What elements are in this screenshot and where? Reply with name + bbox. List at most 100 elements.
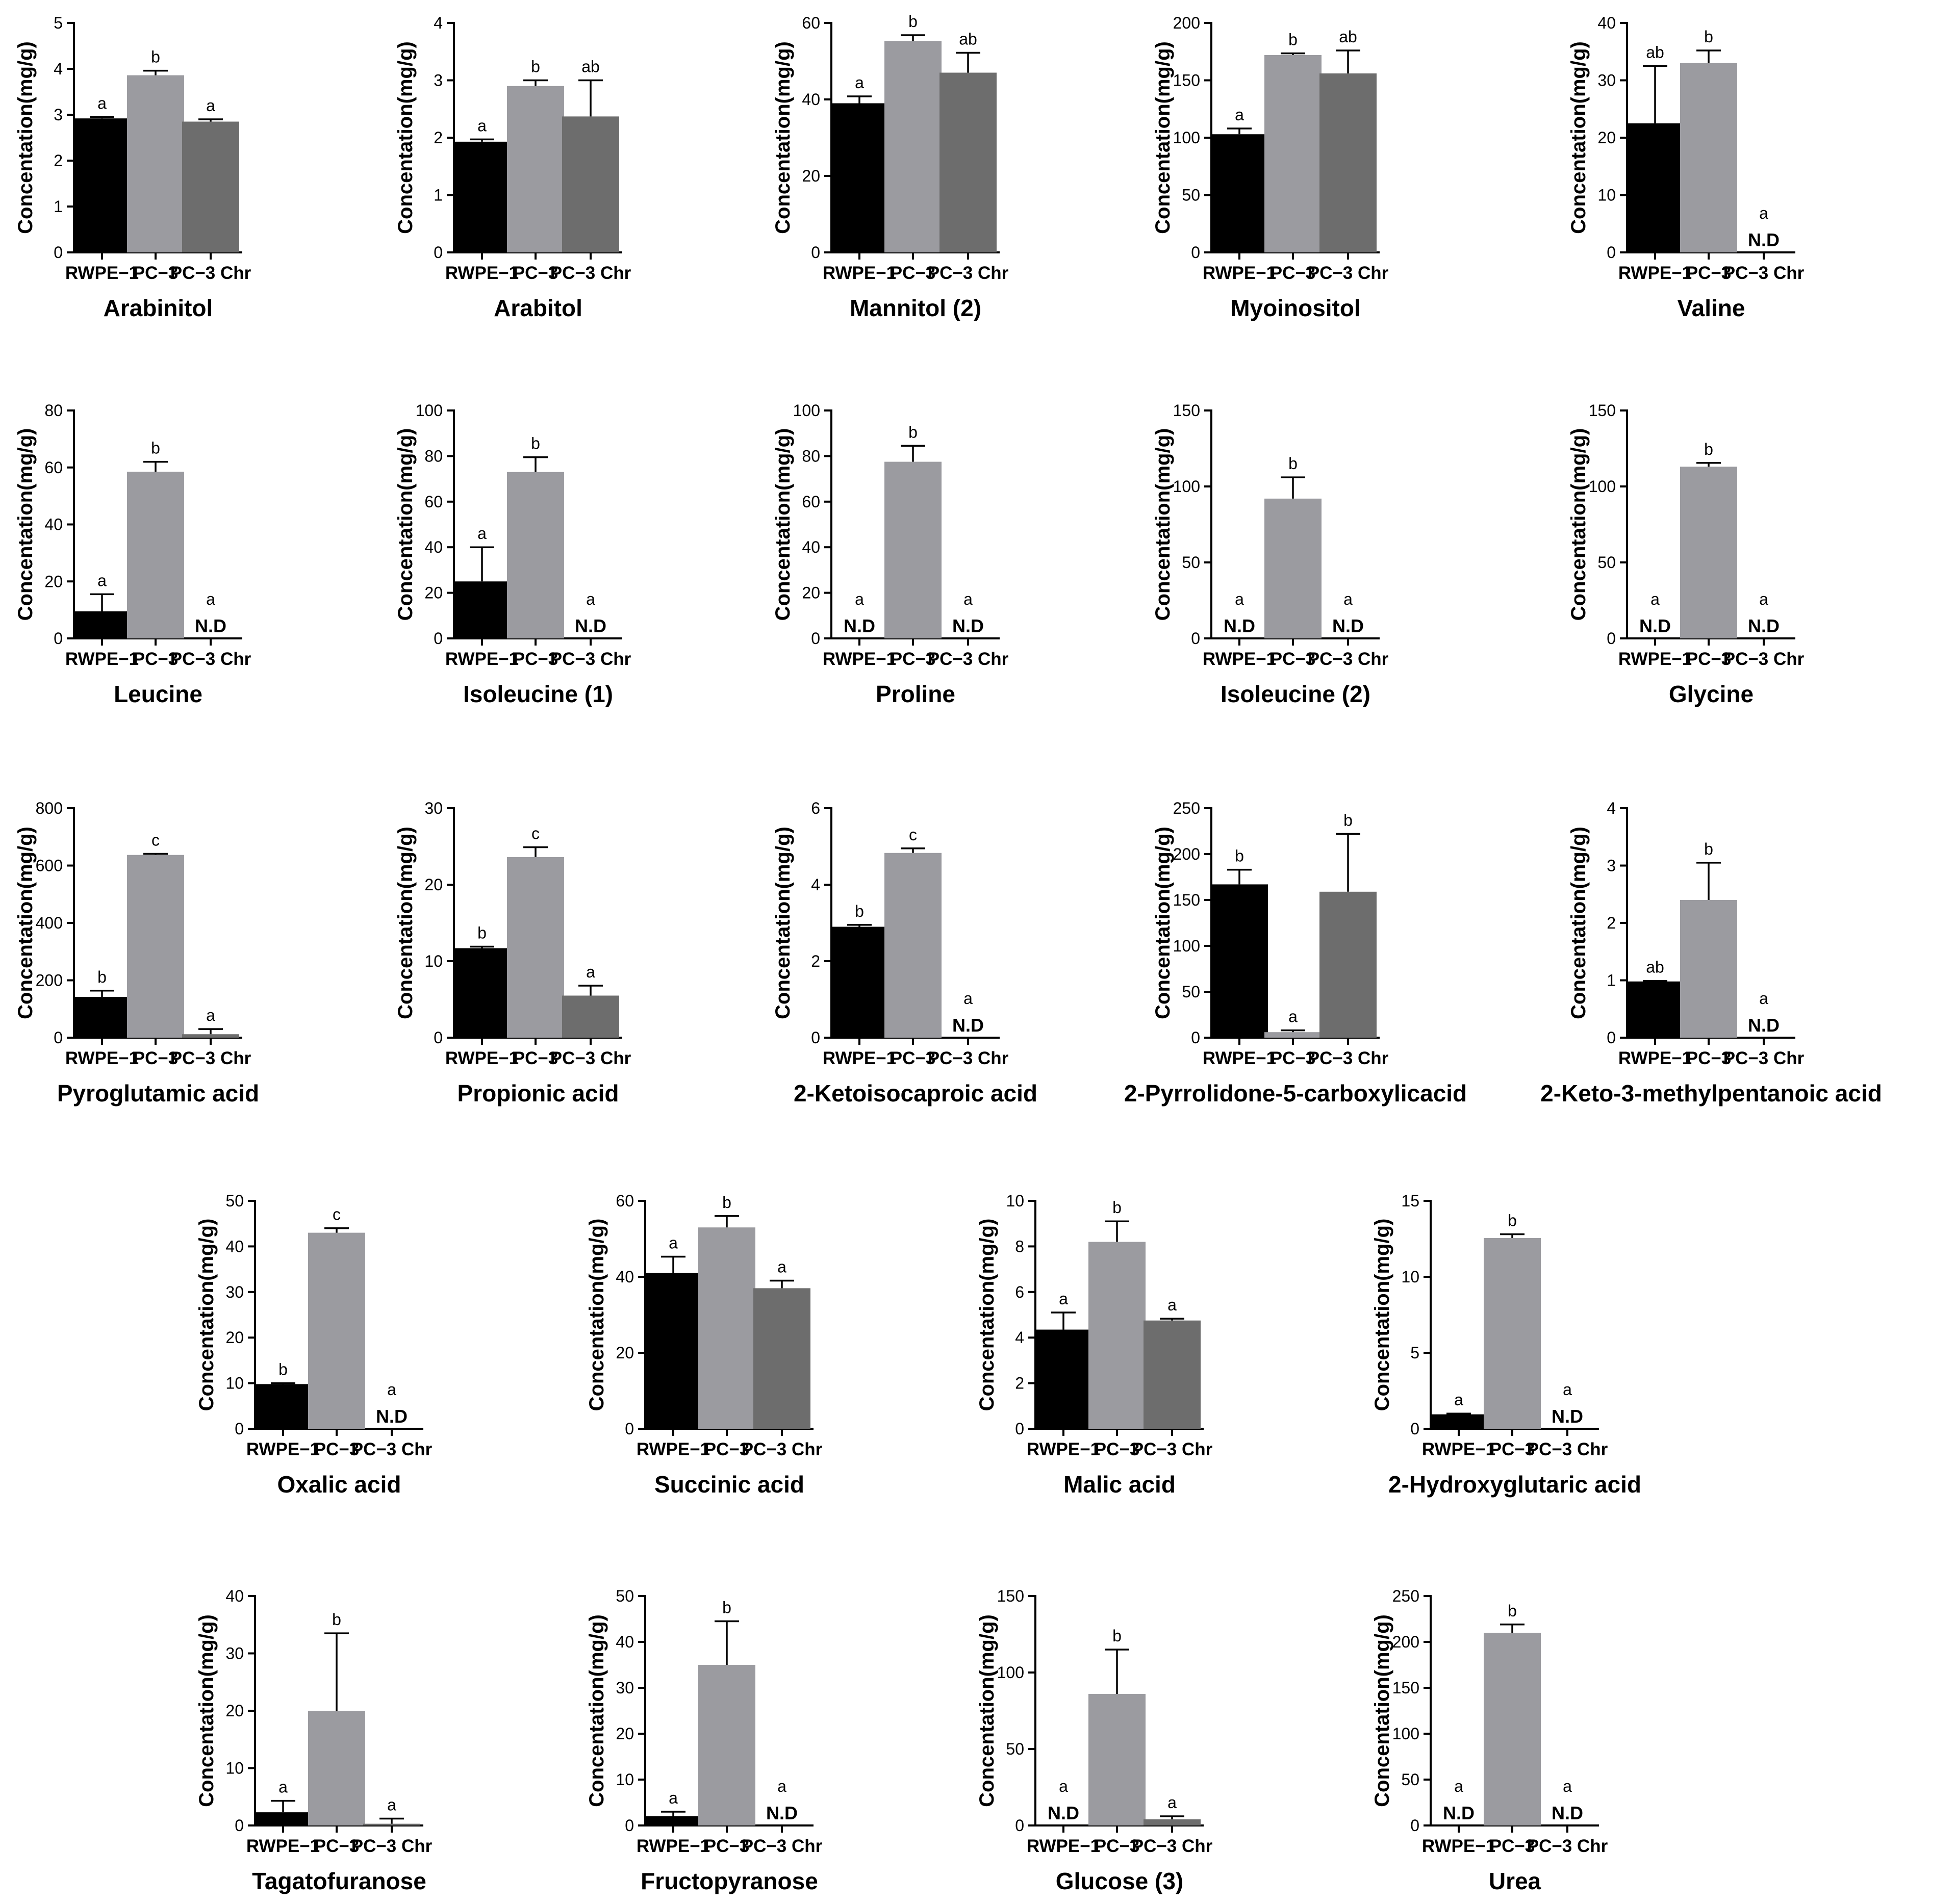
chart-panel: 0 20 40 60 Concentation(mg/g) RWPE−1 a PC−3 b PC−… — [586, 1192, 823, 1498]
nd-label: N.D — [1224, 615, 1255, 636]
x-tick-label: RWPE−1 — [1203, 1048, 1276, 1068]
y-tick-label: 20 — [616, 1344, 634, 1362]
y-tick-label: 60 — [802, 493, 820, 511]
x-tick-label: PC−3 Chr — [170, 1048, 251, 1068]
y-axis-label: Concentation(mg/g) — [394, 827, 417, 1019]
y-tick-label: 60 — [616, 1192, 634, 1210]
significance-letter: b — [1704, 840, 1713, 858]
x-tick-label: PC−3 — [1095, 1836, 1140, 1856]
chart-title: Myoinositol — [1230, 295, 1361, 321]
y-tick-label: 0 — [1607, 243, 1616, 262]
x-tick-label: PC−3 Chr — [1308, 1048, 1389, 1068]
y-tick-label: 100 — [1173, 128, 1200, 147]
x-tick-label: RWPE−1 — [1618, 649, 1692, 669]
chart-panel: 0 1 2 3 4 Concentation(mg/g) RWPE−1 ab PC−3 b PC−3… — [1540, 799, 1882, 1107]
nd-label: N.D — [195, 615, 226, 636]
significance-letter: ab — [1646, 43, 1664, 61]
significance-letter: a — [387, 1380, 396, 1399]
y-axis-label: Concentation(mg/g) — [1152, 428, 1174, 621]
y-axis-label: Concentation(mg/g) — [195, 1219, 218, 1411]
chart-title: Succinic acid — [654, 1471, 804, 1498]
bar — [1484, 1238, 1541, 1429]
y-axis-label: Concentation(mg/g) — [1152, 41, 1174, 234]
y-axis-label: Concentation(mg/g) — [976, 1614, 998, 1807]
significance-letter: a — [1167, 1793, 1177, 1812]
x-tick-label: RWPE−1 — [246, 1836, 320, 1856]
bar — [255, 1812, 312, 1825]
significance-letter: b — [332, 1610, 341, 1629]
chart-title: Fructopyranose — [641, 1868, 818, 1894]
x-tick-label: PC−3 Chr — [1308, 263, 1389, 283]
chart-panel: 0 20 40 60 Concentation(mg/g) RWPE−1 a PC−3 b PC−… — [772, 12, 1009, 321]
y-tick-label: 80 — [802, 447, 820, 465]
y-tick-label: 3 — [434, 71, 443, 90]
chart-panel: 0 50 100 150 Concentation(mg/g) RWPE−1 N.D a PC−… — [976, 1587, 1213, 1894]
y-tick-label: 20 — [424, 584, 443, 602]
chart-panel: 0 10 20 30 40 50 Concentation(mg/g) RWPE−1 b PC−3… — [195, 1192, 433, 1498]
bar — [453, 948, 511, 1038]
bar — [127, 75, 184, 252]
chart-panel: 0 50 100 150 200 250 Concentation(mg/g) RWPE−1 b… — [1124, 799, 1467, 1107]
y-tick-label: 40 — [802, 90, 820, 109]
significance-letter: a — [1059, 1290, 1068, 1308]
bar — [1319, 73, 1377, 252]
y-tick-label: 800 — [36, 799, 63, 817]
significance-letter: b — [1112, 1627, 1122, 1645]
x-tick-label: PC−3 — [314, 1836, 360, 1856]
x-tick-label: PC−3 Chr — [550, 1048, 631, 1068]
y-tick-label: 50 — [1006, 1740, 1024, 1758]
nd-label: N.D — [1552, 1803, 1583, 1823]
x-tick-label: PC−3 — [513, 649, 558, 669]
x-tick-label: PC−3 Chr — [1132, 1439, 1213, 1459]
nd-label: N.D — [1048, 1803, 1079, 1823]
significance-letter: b — [151, 439, 160, 457]
significance-letter: a — [586, 963, 595, 981]
x-tick-label: RWPE−1 — [65, 1048, 139, 1068]
x-tick-label: PC−3 — [513, 263, 558, 283]
bar — [884, 853, 942, 1038]
y-axis-label: Concentation(mg/g) — [394, 41, 417, 234]
chart-panel: 0 10 20 30 40 Concentation(mg/g) RWPE−1 a PC−3 b P… — [195, 1587, 433, 1894]
chart-panel: 0 2 4 6 8 10 Concentation(mg/g) RWPE−1 a PC−3 b PC−… — [976, 1192, 1213, 1498]
bar — [1264, 1032, 1322, 1038]
bar — [308, 1232, 365, 1429]
significance-letter: a — [1759, 590, 1768, 608]
chart-panel: 0 10 20 30 40 Concentation(mg/g) RWPE−1 ab PC−3 b… — [1567, 14, 1805, 321]
significance-letter: b — [1704, 440, 1713, 458]
significance-letter: a — [477, 524, 487, 543]
x-tick-label: RWPE−1 — [1027, 1836, 1100, 1856]
significance-letter: a — [963, 989, 973, 1008]
bar — [1680, 467, 1737, 638]
significance-letter: a — [1059, 1777, 1068, 1795]
y-tick-label: 20 — [802, 167, 820, 185]
bar — [562, 995, 619, 1038]
y-axis-label: Concentation(mg/g) — [394, 428, 417, 621]
y-tick-label: 0 — [235, 1816, 244, 1835]
y-tick-label: 150 — [997, 1587, 1024, 1605]
significance-letter: a — [1759, 989, 1768, 1008]
significance-letter: b — [1343, 811, 1353, 829]
chart-title: Urea — [1489, 1868, 1541, 1894]
y-tick-label: 400 — [36, 914, 63, 932]
bar — [884, 461, 942, 638]
y-tick-label: 50 — [1401, 1770, 1419, 1789]
chart-panel: 0 50 100 150 Concentation(mg/g) RWPE−1 N.D a PC−… — [1152, 401, 1389, 707]
chart-title: Proline — [876, 681, 955, 707]
y-axis-label: Concentation(mg/g) — [195, 1614, 218, 1807]
x-tick-label: PC−3 — [1271, 1048, 1316, 1068]
nd-label: N.D — [952, 615, 984, 636]
significance-letter: a — [1288, 1008, 1298, 1026]
chart-title: Isoleucine (2) — [1221, 681, 1370, 707]
y-tick-label: 100 — [1589, 477, 1616, 496]
nd-label: N.D — [1748, 1015, 1780, 1036]
bar — [255, 1384, 312, 1429]
y-tick-label: 2 — [811, 952, 820, 970]
significance-letter: b — [1235, 847, 1244, 865]
x-tick-label: RWPE−1 — [445, 649, 519, 669]
significance-letter: a — [1167, 1296, 1177, 1314]
bar — [182, 121, 239, 252]
x-tick-label: RWPE−1 — [1203, 649, 1276, 669]
y-tick-label: 50 — [1182, 983, 1200, 1001]
chart-title: Glucose (3) — [1056, 1868, 1184, 1894]
significance-letter: b — [97, 968, 107, 986]
